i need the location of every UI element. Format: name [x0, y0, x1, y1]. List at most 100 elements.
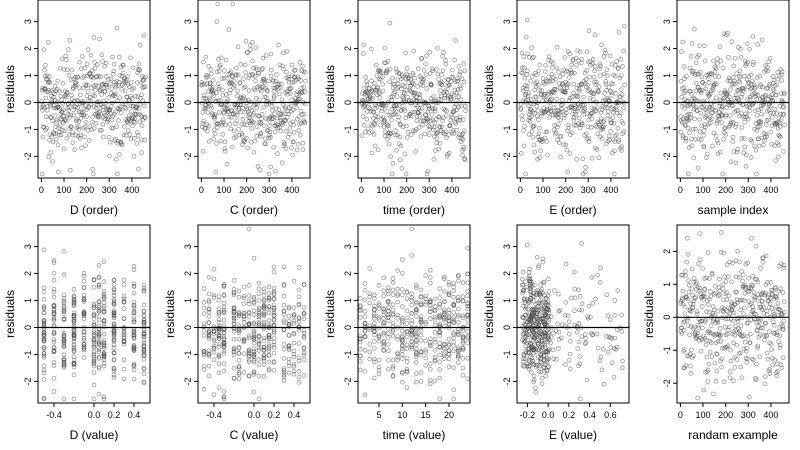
scatter-point — [720, 171, 726, 177]
scatter-point — [702, 115, 708, 120]
scatter-point — [456, 348, 461, 354]
scatter-point — [519, 50, 525, 56]
scatter-point — [128, 80, 134, 85]
scatter-point — [46, 39, 51, 45]
scatter-point — [531, 54, 536, 60]
scatter-point — [390, 363, 396, 369]
scatter-point — [251, 296, 257, 302]
scatter-point — [737, 79, 742, 85]
scatter-point — [281, 318, 287, 323]
scatter-point — [269, 108, 275, 113]
scatter-point — [741, 86, 747, 91]
scatter-point — [111, 357, 117, 362]
scatter-point — [690, 126, 696, 132]
scatter-point — [705, 151, 710, 157]
scatter-point — [404, 87, 410, 93]
scatter-point — [596, 155, 602, 161]
scatter-point — [707, 115, 713, 120]
scatter-point — [131, 267, 137, 272]
scatter-point — [715, 308, 721, 314]
scatter-point — [446, 279, 452, 285]
scatter-point — [386, 348, 391, 354]
y-tick-label: 0 — [502, 100, 512, 105]
scatter-point — [372, 356, 377, 362]
scatter-point — [749, 236, 754, 241]
scatter-point — [380, 81, 385, 87]
scatter-point — [539, 381, 545, 387]
scatter-point — [529, 346, 534, 352]
scatter-point — [300, 63, 305, 69]
scatter-point — [270, 120, 275, 125]
scatter-point — [101, 293, 107, 299]
scatter-point — [129, 109, 134, 114]
scatter-point — [724, 105, 730, 110]
scatter-point — [373, 113, 379, 119]
scatter-point — [738, 46, 743, 52]
scatter-point — [728, 358, 734, 364]
scatter-point — [291, 348, 297, 354]
scatter-point — [360, 114, 366, 119]
scatter-point — [207, 97, 213, 102]
scatter-point — [424, 53, 429, 59]
scatter-point — [423, 319, 428, 325]
scatter-point — [301, 85, 307, 90]
scatter-point — [266, 290, 272, 296]
scatter-point — [266, 171, 272, 177]
scatter-point — [246, 347, 252, 353]
scatter-point — [446, 352, 452, 357]
scatter-point — [381, 275, 386, 281]
scatter-point — [201, 311, 207, 316]
scatter-point — [363, 74, 368, 80]
scatter-point — [404, 359, 410, 364]
scatter-point — [414, 300, 419, 306]
scatter-point — [456, 332, 461, 338]
scatter-point — [737, 297, 743, 303]
scatter-point — [201, 300, 207, 305]
scatter-point — [579, 56, 585, 62]
scatter-point — [679, 94, 685, 100]
scatter-point — [141, 33, 147, 38]
scatter-point — [276, 86, 281, 91]
scatter-point — [762, 138, 767, 143]
scatter-point — [376, 317, 382, 322]
scatter-point — [382, 118, 388, 124]
scatter-point — [409, 253, 414, 258]
scatter-point — [258, 120, 263, 125]
scatter-point — [767, 371, 773, 377]
scatter-point — [452, 79, 458, 84]
scatter-point — [432, 106, 438, 111]
scatter-point — [695, 72, 700, 77]
scatter-point — [201, 305, 207, 311]
scatter-point — [704, 105, 710, 111]
scatter-point — [216, 319, 222, 325]
scatter-point — [55, 142, 61, 148]
scatter-point — [556, 69, 561, 75]
scatter-point — [376, 303, 382, 308]
scatter-point — [766, 59, 771, 65]
scatter-point — [231, 349, 237, 355]
x-tick-label: 400 — [444, 185, 459, 195]
scatter-point — [444, 108, 449, 114]
scatter-point — [367, 266, 372, 271]
scatter-point — [132, 120, 138, 125]
x-tick-label: 300 — [102, 185, 117, 195]
scatter-point — [70, 130, 75, 135]
scatter-point — [736, 275, 742, 280]
scatter-point — [774, 119, 780, 125]
scatter-point — [781, 265, 786, 271]
scatter-point — [381, 315, 386, 321]
scatter-point — [216, 312, 222, 317]
scatter-point — [81, 330, 87, 335]
scatter-point — [577, 354, 583, 359]
scatter-point — [141, 380, 147, 386]
scatter-point — [41, 367, 47, 373]
scatter-point — [693, 126, 698, 132]
scatter-point — [100, 121, 106, 127]
scatter-point — [251, 299, 257, 305]
scatter-point — [291, 371, 297, 377]
scatter-point — [261, 319, 267, 325]
scatter-point — [99, 52, 105, 58]
scatter-point — [277, 62, 283, 68]
scatter-point — [765, 68, 771, 74]
scatter-point — [397, 134, 403, 140]
